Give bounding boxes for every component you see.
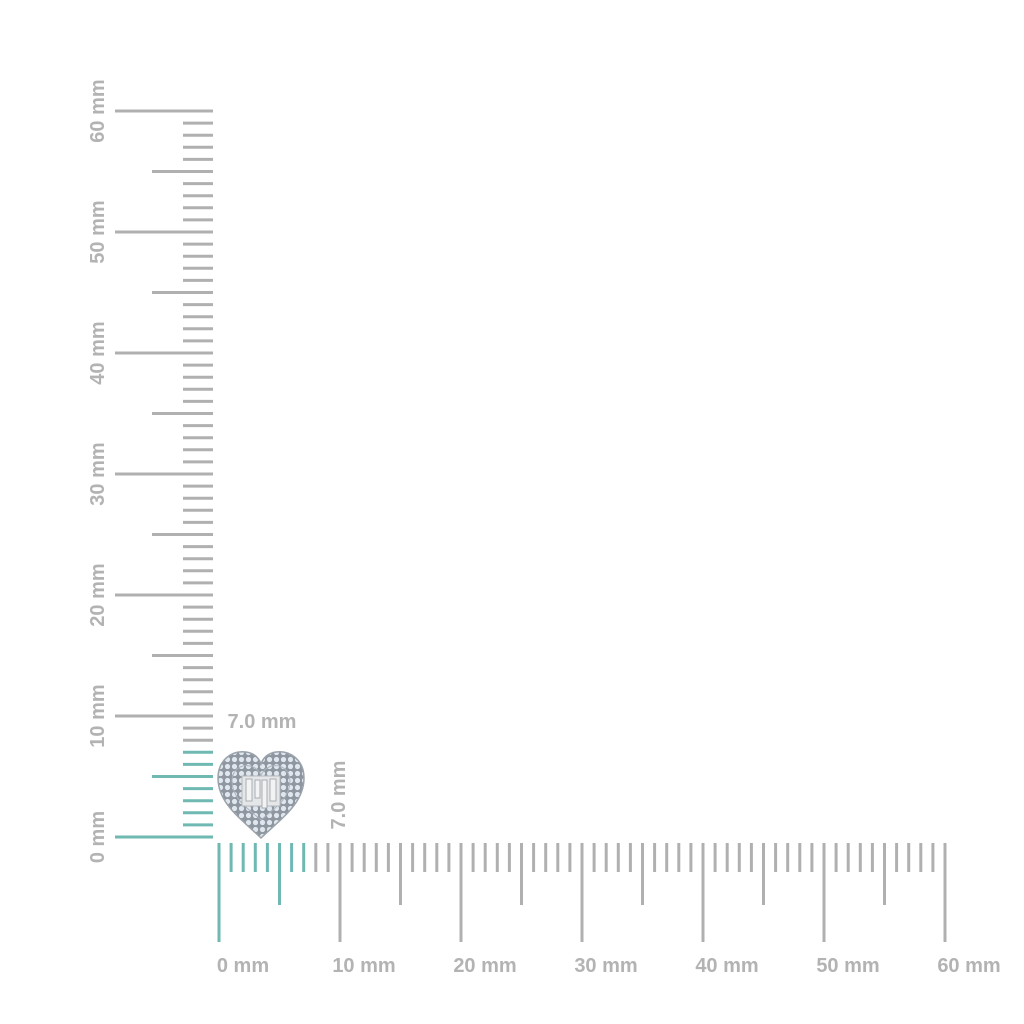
horizontal-tick-label: 0 mm — [217, 955, 269, 977]
horizontal-ruler — [217, 843, 947, 942]
width-dimension-label: 7.0 mm — [228, 711, 297, 733]
vertical-tick-label: 60 mm — [87, 79, 109, 142]
vertical-tick-label: 10 mm — [87, 684, 109, 747]
horizontal-tick-label: 10 mm — [332, 955, 395, 977]
height-dimension-label: 7.0 mm — [328, 761, 350, 830]
horizontal-tick-label: 20 mm — [453, 955, 516, 977]
vertical-tick-label: 0 mm — [87, 811, 109, 863]
horizontal-tick-label: 50 mm — [816, 955, 879, 977]
horizontal-tick-label: 60 mm — [937, 955, 1000, 977]
heart-earring-image — [217, 751, 305, 840]
vertical-tick-label: 40 mm — [87, 321, 109, 384]
vertical-ruler — [115, 109, 213, 839]
horizontal-tick-label: 30 mm — [574, 955, 637, 977]
vertical-tick-label: 50 mm — [87, 200, 109, 263]
vertical-tick-label: 30 mm — [87, 442, 109, 505]
vertical-tick-label: 20 mm — [87, 563, 109, 626]
horizontal-tick-label: 40 mm — [695, 955, 758, 977]
